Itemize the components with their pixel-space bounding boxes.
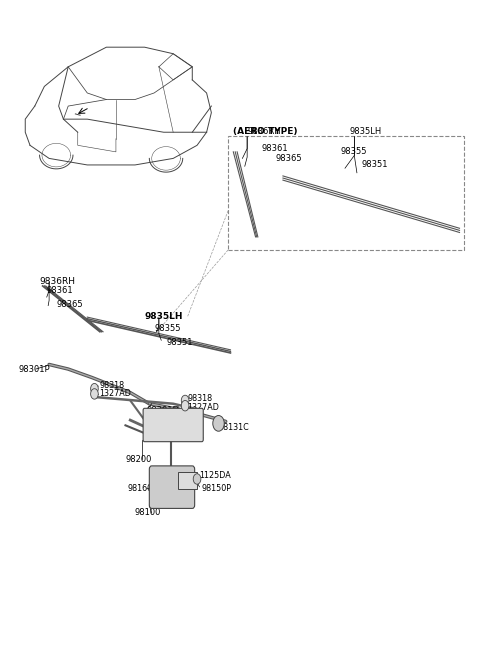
- Text: 9836RH: 9836RH: [39, 277, 75, 286]
- Text: 98131C: 98131C: [218, 424, 249, 432]
- Text: 98365: 98365: [56, 300, 83, 309]
- FancyBboxPatch shape: [143, 408, 203, 442]
- Text: 98351: 98351: [166, 338, 192, 347]
- Bar: [178, 472, 197, 489]
- Text: 98318: 98318: [99, 381, 124, 390]
- Text: 98301P: 98301P: [18, 365, 50, 374]
- Text: 98361: 98361: [47, 286, 73, 295]
- Circle shape: [193, 474, 201, 484]
- FancyBboxPatch shape: [149, 466, 195, 509]
- Text: 98318: 98318: [188, 394, 213, 403]
- Text: (AERO TYPE): (AERO TYPE): [233, 127, 297, 135]
- Text: 98200: 98200: [125, 455, 152, 464]
- Text: 9835LH: 9835LH: [144, 312, 183, 321]
- Text: 98355: 98355: [154, 324, 180, 333]
- Text: 98160C: 98160C: [128, 484, 158, 493]
- Circle shape: [91, 384, 98, 394]
- Text: 98100: 98100: [134, 509, 160, 518]
- Text: 98150P: 98150P: [202, 484, 232, 493]
- Circle shape: [181, 401, 189, 411]
- Text: 9836RH: 9836RH: [247, 127, 281, 135]
- Circle shape: [181, 396, 189, 406]
- Circle shape: [91, 389, 98, 399]
- Text: 98361: 98361: [262, 144, 288, 153]
- Text: 9835LH: 9835LH: [350, 127, 382, 135]
- Circle shape: [213, 415, 224, 431]
- Text: 1327AD: 1327AD: [99, 390, 131, 398]
- Text: 98355: 98355: [340, 147, 367, 156]
- Text: 1327AD: 1327AD: [188, 403, 219, 411]
- Text: 98351: 98351: [362, 160, 388, 170]
- Text: 98365: 98365: [276, 154, 302, 163]
- Bar: [228, 135, 464, 250]
- Text: 1125DA: 1125DA: [199, 471, 231, 480]
- Text: 98301D: 98301D: [147, 406, 180, 415]
